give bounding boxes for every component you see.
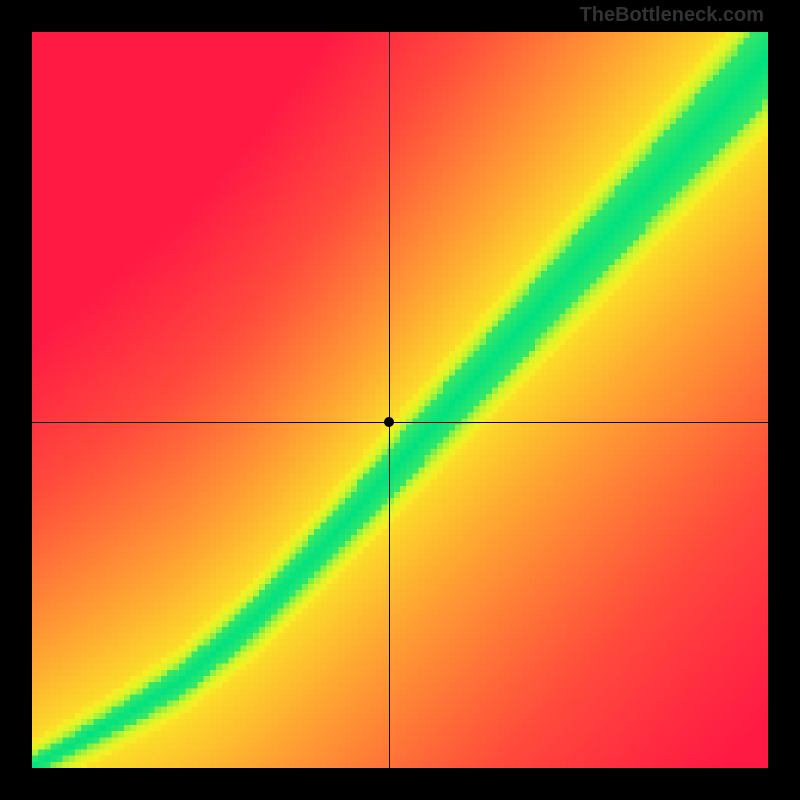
- crosshair-marker: [384, 417, 394, 427]
- crosshair-horizontal: [32, 422, 768, 423]
- heatmap-canvas: [32, 32, 768, 768]
- watermark-text: TheBottleneck.com: [580, 4, 764, 27]
- plot-area: [32, 32, 768, 768]
- chart-container: TheBottleneck.com: [0, 0, 800, 800]
- crosshair-vertical: [389, 32, 390, 768]
